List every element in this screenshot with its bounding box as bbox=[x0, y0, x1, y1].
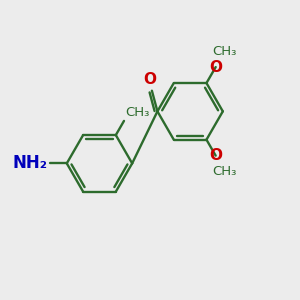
Text: CH₃: CH₃ bbox=[125, 106, 150, 119]
Text: CH₃: CH₃ bbox=[213, 165, 237, 178]
Text: O: O bbox=[209, 60, 222, 75]
Text: O: O bbox=[209, 148, 222, 163]
Text: NH₂: NH₂ bbox=[13, 154, 47, 172]
Text: CH₃: CH₃ bbox=[213, 45, 237, 58]
Text: O: O bbox=[143, 72, 156, 87]
